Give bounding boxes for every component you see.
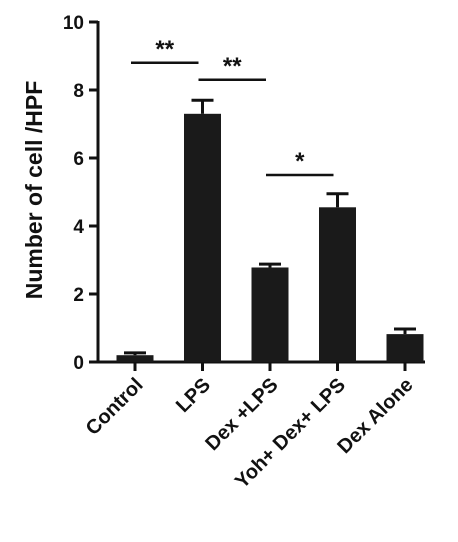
y-tick-label: 8: [73, 81, 84, 102]
y-tick-label: 6: [73, 149, 84, 170]
y-tick-label: 4: [73, 217, 84, 238]
y-axis: 0 2 4 6 8 10: [63, 13, 100, 374]
x-tick-label: LPS: [172, 374, 215, 417]
bar: [386, 334, 424, 362]
y-axis-label: Number of cell /HPF: [21, 81, 47, 300]
significance-label: *: [295, 148, 305, 175]
y-tick-label: 2: [73, 285, 84, 306]
bar: [184, 113, 221, 362]
error-bars: [124, 98, 416, 356]
bar: [116, 355, 154, 362]
significance-brackets: *****: [131, 36, 334, 177]
y-tick-label: 0: [73, 353, 84, 374]
significance-label: **: [223, 53, 242, 80]
y-tick-label: 10: [63, 13, 84, 34]
significance-label: **: [155, 36, 174, 63]
bar: [319, 207, 356, 362]
bars: [116, 113, 424, 362]
bar: [251, 267, 289, 362]
x-tick-label: Control: [82, 374, 148, 440]
y-ticks: 0 2 4 6 8 10: [63, 13, 98, 374]
